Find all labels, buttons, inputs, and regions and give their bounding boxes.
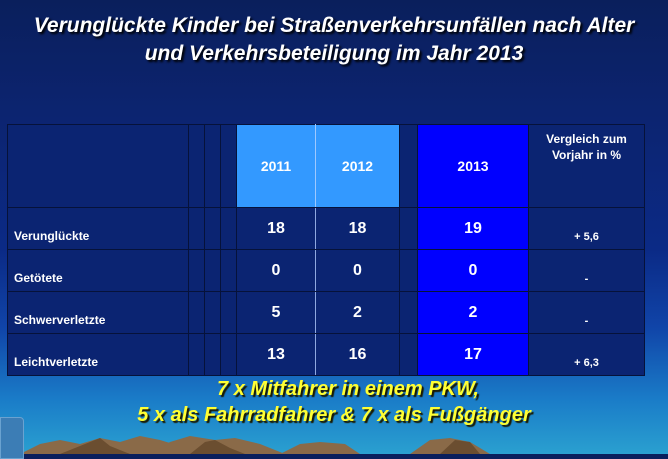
spacer-cell bbox=[204, 333, 221, 376]
table-row: Getötete 0 0 0 - bbox=[7, 249, 645, 292]
title-line-2: und Verkehrsbeteiligung im Jahr 2013 bbox=[144, 42, 524, 65]
spacer-cell bbox=[399, 207, 418, 250]
header-compare: Vergleich zum Vorjahr in % bbox=[528, 124, 645, 208]
cell-2011: 5 bbox=[236, 291, 316, 334]
cell-2013: 0 bbox=[417, 249, 529, 292]
spacer-cell bbox=[220, 249, 237, 292]
header-2012: 2012 bbox=[315, 124, 400, 208]
table-header-row: 2011 2012 2013 Vergleich zum Vorjahr in … bbox=[7, 124, 645, 208]
spacer-cell bbox=[399, 291, 418, 334]
row-label: Leichtverletzte bbox=[7, 333, 189, 376]
spacer-cell bbox=[399, 333, 418, 376]
footer-line-2: 5 x als Fahrradfahrer & 7 x als Fußgänge… bbox=[137, 404, 531, 426]
cell-2011: 0 bbox=[236, 249, 316, 292]
cell-2012: 2 bbox=[315, 291, 400, 334]
row-label: Verunglückte bbox=[7, 207, 189, 250]
cell-compare: - bbox=[528, 249, 645, 292]
cell-compare: - bbox=[528, 291, 645, 334]
header-empty-cell bbox=[7, 124, 189, 208]
cell-compare: + 6,3 bbox=[528, 333, 645, 376]
slide-title: Verunglückte Kinder bei Straßenverkehrsu… bbox=[0, 12, 668, 68]
spacer-cell bbox=[188, 291, 205, 334]
header-compare-line-2: Vorjahr in % bbox=[551, 148, 622, 162]
cell-2011: 18 bbox=[236, 207, 316, 250]
spacer-cell bbox=[204, 291, 221, 334]
spacer-cell bbox=[188, 124, 205, 208]
spacer-cell bbox=[220, 207, 237, 250]
header-2011: 2011 bbox=[236, 124, 316, 208]
cell-2013: 17 bbox=[417, 333, 529, 376]
spacer-cell bbox=[399, 249, 418, 292]
header-2013: 2013 bbox=[417, 124, 529, 208]
corner-tab bbox=[0, 417, 24, 459]
table-row: Verunglückte 18 18 19 + 5,6 bbox=[7, 207, 645, 250]
cell-2012: 18 bbox=[315, 207, 400, 250]
spacer-cell bbox=[204, 249, 221, 292]
mountains-decoration bbox=[20, 436, 490, 454]
cell-2013: 2 bbox=[417, 291, 529, 334]
spacer-cell bbox=[204, 124, 221, 208]
footer-note: 7 x Mitfahrer in einem PKW, 5 x als Fahr… bbox=[0, 376, 668, 428]
spacer-cell bbox=[188, 249, 205, 292]
spacer-cell bbox=[220, 291, 237, 334]
spacer-cell bbox=[188, 207, 205, 250]
accident-table: 2011 2012 2013 Vergleich zum Vorjahr in … bbox=[7, 124, 645, 376]
cell-2012: 16 bbox=[315, 333, 400, 376]
title-line-1: Verunglückte Kinder bei Straßenverkehrsu… bbox=[33, 14, 635, 37]
spacer-cell bbox=[204, 207, 221, 250]
spacer-cell bbox=[188, 333, 205, 376]
cell-2013: 19 bbox=[417, 207, 529, 250]
spacer-cell bbox=[399, 124, 418, 208]
table-row: Schwerverletzte 5 2 2 - bbox=[7, 291, 645, 334]
row-label: Schwerverletzte bbox=[7, 291, 189, 334]
cell-2011: 13 bbox=[236, 333, 316, 376]
footer-line-1: 7 x Mitfahrer in einem PKW, bbox=[217, 378, 479, 400]
header-compare-line-1: Vergleich zum bbox=[546, 132, 627, 146]
spacer-cell bbox=[220, 124, 237, 208]
table-row: Leichtverletzte 13 16 17 + 6,3 bbox=[7, 333, 645, 376]
cell-2012: 0 bbox=[315, 249, 400, 292]
cell-compare: + 5,6 bbox=[528, 207, 645, 250]
row-label: Getötete bbox=[7, 249, 189, 292]
spacer-cell bbox=[220, 333, 237, 376]
